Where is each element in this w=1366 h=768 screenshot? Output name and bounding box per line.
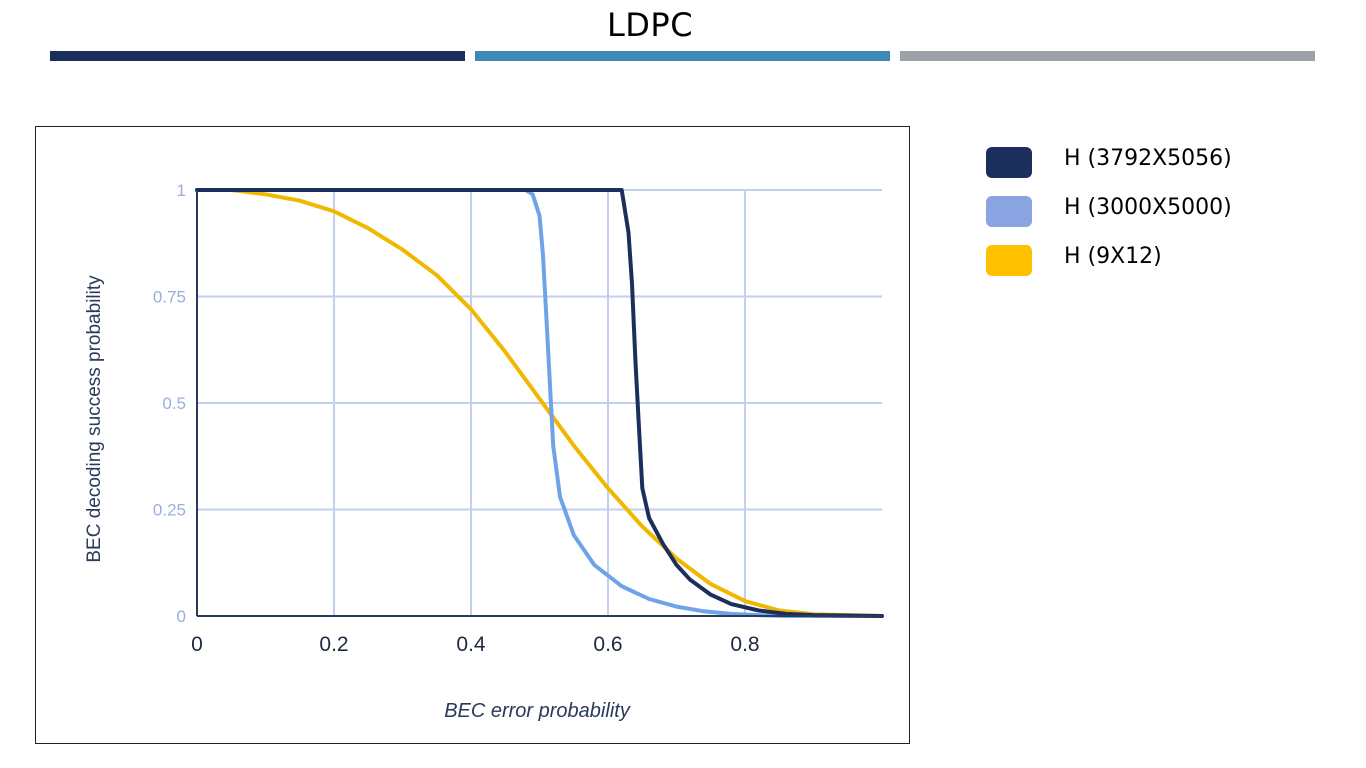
series-line (195, 188, 884, 618)
chart-frame: 1 0.75 0.5 0.25 0 0 0.2 0.4 0.6 0.8 BEC error pro… (35, 126, 910, 744)
y-axis-label: BEC decoding success probability (84, 275, 105, 563)
legend-swatch (986, 147, 1032, 178)
x-tick-label: 0.8 (730, 633, 759, 656)
slide-title: LDPC (606, 6, 694, 44)
legend-label: H (3000X5000) (1064, 195, 1232, 220)
y-tick-label: 0.5 (162, 394, 186, 413)
x-tick-label: 0.2 (319, 633, 348, 656)
series-layer (195, 188, 884, 618)
series-line (195, 188, 884, 618)
header-bar-gray (900, 51, 1315, 61)
legend-swatch (986, 245, 1032, 276)
legend-item: H (3792X5056) (986, 144, 1286, 178)
legend-item: H (3000X5000) (986, 193, 1286, 227)
y-tick-label: 1 (177, 181, 186, 200)
y-tick-label: 0.25 (153, 501, 186, 520)
line-chart: 1 0.75 0.5 0.25 00 0.2 0.4 0.6 0.8 BEC error pro… (84, 181, 884, 722)
x-tick-label: 0.6 (593, 633, 622, 656)
legend-label: H (9X12) (1064, 244, 1162, 269)
legend-swatch (986, 196, 1032, 227)
header-bar-navy (50, 51, 465, 61)
x-tick-label: 0.4 (456, 633, 486, 656)
y-tick-label: 0.75 (153, 288, 186, 307)
series-line (195, 188, 884, 618)
x-axis-label: BEC error probability (444, 700, 631, 722)
header-bar-teal (475, 51, 890, 61)
grid-layer (196, 189, 882, 617)
legend-item: H (9X12) (986, 242, 1286, 276)
y-tick-label: 0 (177, 607, 186, 626)
axis-layer: 1 0.75 0.5 0.25 00 0.2 0.4 0.6 0.8 (153, 181, 882, 656)
legend-label: H (3792X5056) (1064, 146, 1232, 171)
x-tick-label: 0 (191, 633, 203, 656)
